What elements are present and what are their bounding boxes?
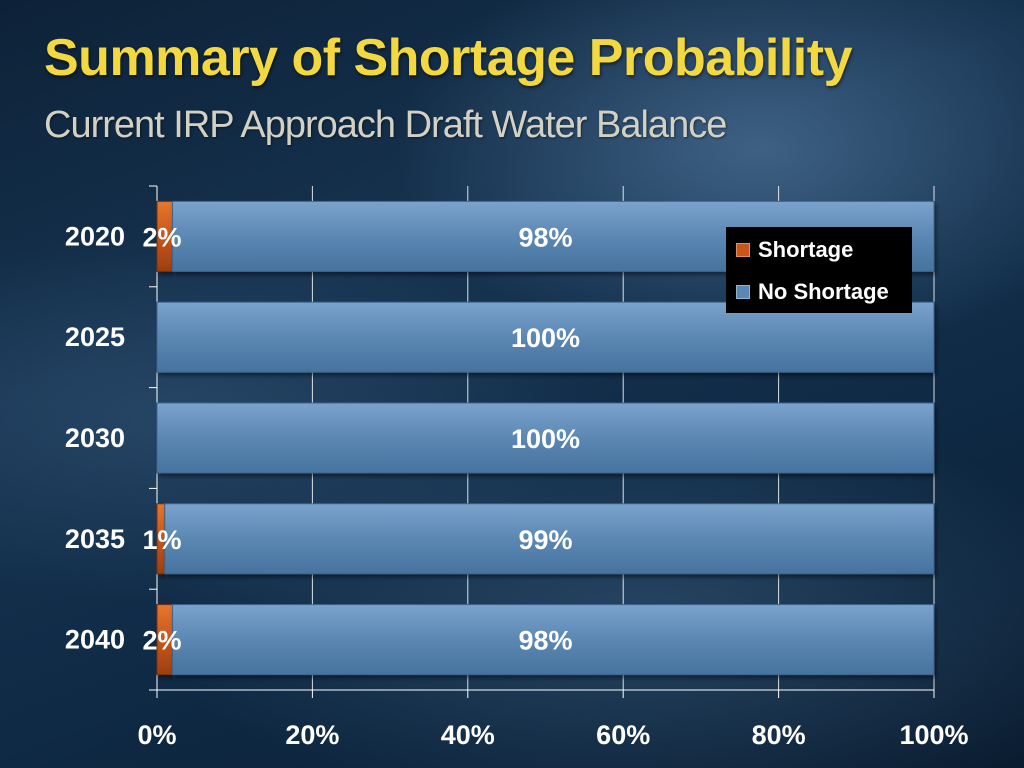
category-label: 2030 bbox=[65, 423, 125, 453]
slide-subtitle: Current IRP Approach Draft Water Balance bbox=[44, 104, 727, 146]
legend-item-shortage: Shortage bbox=[736, 237, 853, 263]
x-tick-label: 60% bbox=[596, 720, 650, 750]
x-tick-label: 80% bbox=[752, 720, 806, 750]
data-label: 100% bbox=[511, 424, 580, 454]
data-label: 98% bbox=[518, 626, 572, 656]
legend-swatch-no-shortage bbox=[736, 285, 750, 299]
bar-no-shortage bbox=[156, 402, 935, 474]
data-label: 99% bbox=[518, 525, 572, 555]
category-label: 2040 bbox=[65, 625, 125, 655]
chart-legend: Shortage No Shortage bbox=[726, 227, 912, 313]
legend-label-no-shortage: No Shortage bbox=[758, 279, 889, 304]
category-label: 2025 bbox=[65, 322, 125, 352]
bar-no-shortage bbox=[164, 503, 935, 575]
category-label: 2020 bbox=[65, 221, 125, 251]
slide-title: Summary of Shortage Probability bbox=[44, 29, 853, 87]
legend-swatch-shortage bbox=[736, 243, 750, 257]
bar-no-shortage bbox=[172, 604, 935, 676]
data-label: 100% bbox=[511, 323, 580, 353]
x-tick-label: 0% bbox=[137, 720, 176, 750]
x-tick-label: 20% bbox=[285, 720, 339, 750]
data-label: 2% bbox=[142, 222, 181, 252]
x-tick-label: 40% bbox=[441, 720, 495, 750]
data-label: 1% bbox=[142, 525, 181, 555]
x-tick-label: 100% bbox=[899, 720, 968, 750]
legend-label-shortage: Shortage bbox=[758, 237, 854, 262]
category-label: 2035 bbox=[65, 524, 125, 554]
bar-no-shortage bbox=[156, 301, 935, 373]
data-label: 2% bbox=[142, 626, 181, 656]
legend-item-no-shortage: No Shortage bbox=[736, 279, 889, 305]
data-label: 98% bbox=[518, 222, 572, 252]
